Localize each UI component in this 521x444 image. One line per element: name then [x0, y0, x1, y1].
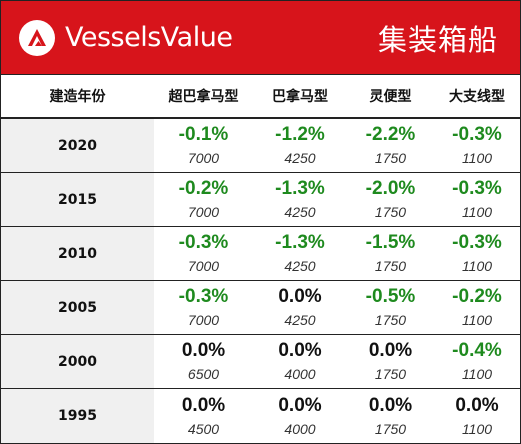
- header-bar: VesselsValue 集装箱船: [1, 1, 520, 75]
- vessel-size-value: 1100: [461, 312, 493, 328]
- percent-change: 0.0%: [368, 394, 413, 416]
- vessel-size-value: 7000: [187, 204, 220, 220]
- vessel-size-value: 1100: [461, 366, 493, 382]
- percent-change: -1.2%: [275, 124, 325, 145]
- vessel-size-value: 1100: [461, 150, 493, 166]
- percent-change: -2.0%: [365, 178, 416, 199]
- table-body: 2020 -0.1% 7000 -1.2% 4250 -2.2% 1750 -0.3% 1100…: [1, 119, 520, 443]
- percent-change: -0.3%: [178, 232, 229, 253]
- handy-cell: -2.0% 1750: [347, 173, 434, 226]
- vessel-size-value: 7000: [187, 150, 220, 166]
- percent-change: -1.5%: [365, 232, 416, 253]
- percent-change: -1.3%: [275, 178, 325, 199]
- table-row: 2010 -0.3% 7000 -1.3% 4250 -1.5% 1750 -0.3% 1100: [1, 227, 520, 281]
- feedermax-cell: -0.2% 1100: [434, 281, 520, 334]
- vessel-size-value: 4250: [284, 258, 316, 274]
- percent-change: 0.0%: [181, 340, 226, 361]
- column-header-post-panamax: 超巴拿马型: [168, 89, 239, 105]
- build-year-cell: 2020: [1, 119, 154, 172]
- vesselsvalue-logo-icon: [19, 19, 55, 56]
- post-panamax-cell: -0.3% 7000: [154, 227, 253, 280]
- post-panamax-cell: -0.2% 7000: [154, 173, 253, 226]
- vessel-size-value: 4250: [284, 204, 316, 220]
- handy-cell: 0.0% 1750: [347, 389, 434, 443]
- percent-change: -2.2%: [365, 124, 416, 145]
- brand: VesselsValue: [1, 19, 233, 56]
- column-header-feedermax: 大支线型: [449, 89, 505, 105]
- column-header-panamax: 巴拿马型: [272, 89, 328, 105]
- percent-change: -0.3%: [452, 178, 502, 199]
- percent-change: -0.3%: [452, 124, 502, 145]
- panamax-cell: 0.0% 4250: [253, 281, 347, 334]
- vessel-size-value: 1100: [461, 258, 493, 274]
- panamax-cell: 0.0% 4000: [253, 389, 347, 443]
- vessel-size-value: 1750: [374, 150, 407, 166]
- percent-change: 0.0%: [278, 286, 322, 307]
- post-panamax-cell: -0.3% 7000: [154, 281, 253, 334]
- vessel-size-value: 1750: [374, 258, 407, 274]
- vessel-size-value: 1100: [461, 420, 493, 437]
- feedermax-cell: 0.0% 1100: [434, 389, 520, 443]
- handy-cell: -1.5% 1750: [347, 227, 434, 280]
- percent-change: -0.3%: [452, 232, 502, 253]
- page-title: 集装箱船: [377, 22, 498, 57]
- vessel-size-value: 4000: [284, 366, 316, 382]
- vessel-size-value: 7000: [187, 258, 220, 274]
- handy-cell: -0.5% 1750: [347, 281, 434, 334]
- vessel-size-value: 7000: [187, 312, 220, 328]
- build-year-cell: 2010: [1, 227, 154, 280]
- build-year-cell: 2000: [1, 335, 154, 388]
- percent-change: -0.1%: [178, 124, 229, 145]
- vessel-size-value: 1750: [374, 204, 407, 220]
- vessel-size-value: 6500: [187, 366, 220, 382]
- brand-name: VesselsValue: [65, 22, 233, 53]
- build-year-cell: 2015: [1, 173, 154, 226]
- vessel-size-value: 4250: [284, 150, 316, 166]
- table-row: 2000 0.0% 6500 0.0% 4000 0.0% 1750 -0.4% 1100: [1, 335, 520, 389]
- handy-cell: -2.2% 1750: [347, 119, 434, 172]
- percent-change: -1.3%: [275, 232, 325, 253]
- post-panamax-cell: 0.0% 6500: [154, 335, 253, 388]
- percent-change: 0.0%: [455, 394, 499, 416]
- percent-change: 0.0%: [278, 340, 322, 361]
- column-header-handy: 灵便型: [369, 89, 412, 105]
- build-year-cell: 1995: [1, 389, 154, 443]
- vessel-size-value: 1750: [374, 366, 407, 382]
- percent-change: -0.5%: [365, 286, 416, 307]
- percent-change: -0.3%: [178, 286, 229, 307]
- feedermax-cell: -0.3% 1100: [434, 173, 520, 226]
- vessel-size-value: 1750: [374, 420, 407, 437]
- vessel-size-value: 4250: [284, 312, 316, 328]
- percent-change: 0.0%: [368, 340, 413, 361]
- percent-change: 0.0%: [278, 394, 322, 416]
- vessel-size-value: 4500: [187, 420, 220, 437]
- build-year-cell: 2005: [1, 281, 154, 334]
- vessel-size-value: 4000: [284, 420, 316, 437]
- percent-change: 0.0%: [181, 394, 226, 416]
- feedermax-cell: -0.4% 1100: [434, 335, 520, 388]
- handy-cell: 0.0% 1750: [347, 335, 434, 388]
- panamax-cell: 0.0% 4000: [253, 335, 347, 388]
- table-row: 1995 0.0% 4500 0.0% 4000 0.0% 1750 0.0% 1100: [1, 389, 520, 443]
- percent-change: -0.2%: [178, 178, 229, 199]
- vessel-size-value: 1100: [461, 204, 493, 220]
- panamax-cell: -1.3% 4250: [253, 227, 347, 280]
- table-row: 2020 -0.1% 7000 -1.2% 4250 -2.2% 1750 -0.3% 1100: [1, 119, 520, 173]
- panamax-cell: -1.3% 4250: [253, 173, 347, 226]
- feedermax-cell: -0.3% 1100: [434, 119, 520, 172]
- table-row: 2005 -0.3% 7000 0.0% 4250 -0.5% 1750 -0.2% 1100: [1, 281, 520, 335]
- column-header-build-year: 建造年份: [49, 89, 106, 105]
- feedermax-cell: -0.3% 1100: [434, 227, 520, 280]
- column-header-row: 建造年份 超巴拿马型 巴拿马型 灵便型 大支线型: [1, 75, 520, 119]
- percent-change: -0.4%: [452, 340, 502, 361]
- vessel-size-value: 1750: [374, 312, 407, 328]
- post-panamax-cell: -0.1% 7000: [154, 119, 253, 172]
- post-panamax-cell: 0.0% 4500: [154, 389, 253, 443]
- panamax-cell: -1.2% 4250: [253, 119, 347, 172]
- table-row: 2015 -0.2% 7000 -1.3% 4250 -2.0% 1750 -0.3% 1100: [1, 173, 520, 227]
- percent-change: -0.2%: [452, 286, 502, 307]
